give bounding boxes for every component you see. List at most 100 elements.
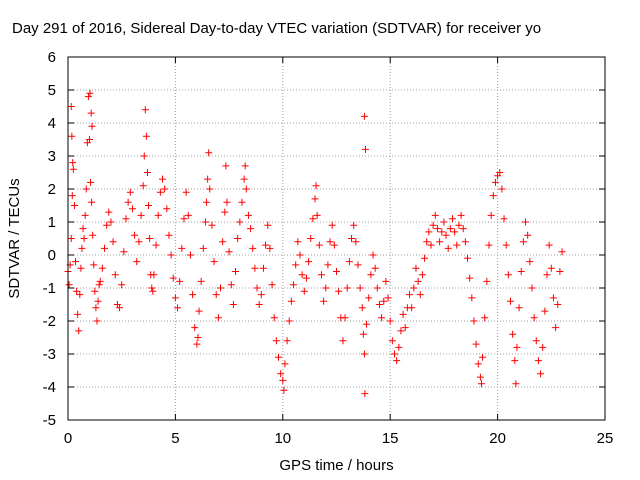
- data-point: [253, 284, 261, 292]
- data-point: [105, 208, 113, 216]
- data-point: [343, 284, 351, 292]
- data-point: [76, 291, 84, 299]
- data-point: [148, 284, 156, 292]
- data-point: [487, 211, 495, 219]
- y-tick-label: 6: [48, 49, 56, 66]
- data-point: [515, 304, 523, 312]
- data-point: [275, 353, 283, 361]
- data-point: [91, 287, 99, 295]
- data-point: [89, 231, 97, 239]
- data-point: [268, 281, 276, 289]
- data-point: [485, 241, 493, 249]
- data-point: [208, 221, 216, 229]
- data-point: [378, 314, 386, 322]
- data-point: [234, 235, 242, 242]
- data-point: [96, 277, 104, 285]
- data-point: [146, 235, 154, 242]
- data-point: [395, 343, 403, 351]
- data-point: [388, 337, 396, 345]
- data-point: [397, 327, 405, 335]
- x-tick-label: 20: [489, 430, 506, 447]
- data-point: [141, 106, 149, 114]
- data-point: [324, 261, 332, 269]
- data-point: [150, 271, 158, 279]
- data-point: [131, 231, 139, 239]
- data-point: [479, 353, 487, 361]
- data-point: [425, 228, 433, 236]
- data-point: [549, 294, 557, 302]
- data-point: [109, 238, 117, 246]
- data-point: [85, 136, 93, 143]
- x-tick-label: 10: [274, 430, 291, 447]
- data-point: [80, 235, 88, 242]
- data-point: [423, 238, 431, 246]
- data-point: [498, 185, 506, 193]
- data-point: [87, 178, 95, 186]
- data-point: [483, 277, 491, 285]
- data-point: [79, 225, 87, 233]
- data-point: [259, 264, 267, 272]
- data-point: [68, 132, 76, 140]
- data-point: [322, 284, 330, 292]
- data-point: [361, 145, 369, 153]
- data-point: [358, 304, 366, 312]
- data-point: [476, 373, 484, 381]
- data-point: [360, 350, 368, 358]
- data-point: [348, 235, 356, 242]
- data-point: [444, 244, 452, 252]
- data-point: [145, 202, 153, 209]
- data-point: [205, 149, 213, 157]
- data-point: [380, 297, 388, 305]
- data-point: [547, 264, 555, 272]
- data-point: [354, 261, 362, 269]
- data-point: [543, 271, 551, 279]
- data-point: [189, 291, 197, 299]
- data-point: [236, 218, 244, 226]
- data-point: [330, 241, 338, 249]
- data-point: [184, 211, 192, 219]
- data-point: [137, 211, 145, 219]
- data-point: [201, 218, 209, 226]
- data-point: [474, 360, 482, 368]
- data-point: [530, 314, 538, 322]
- data-point: [363, 320, 371, 328]
- data-point: [410, 284, 418, 292]
- data-point: [384, 294, 392, 302]
- data-point: [81, 211, 89, 219]
- data-point: [496, 169, 504, 176]
- data-point: [72, 258, 80, 266]
- data-point: [461, 238, 469, 246]
- data-point: [466, 274, 474, 282]
- x-tick-label: 0: [64, 430, 72, 447]
- data-point: [436, 238, 444, 246]
- data-point: [287, 297, 295, 305]
- data-point: [161, 185, 169, 193]
- data-point: [421, 254, 429, 262]
- data-point: [149, 287, 157, 295]
- data-point: [255, 301, 263, 308]
- chart-title: Day 291 of 2016, Sidereal Day-to-day VTE…: [12, 20, 541, 37]
- data-point: [238, 198, 246, 206]
- data-point: [142, 132, 150, 140]
- data-point: [82, 185, 90, 193]
- data-point: [279, 376, 287, 384]
- data-point: [457, 211, 465, 219]
- data-point: [305, 258, 313, 266]
- data-point: [94, 297, 102, 305]
- data-point: [352, 238, 360, 246]
- data-point: [294, 238, 302, 246]
- data-point: [84, 93, 92, 101]
- data-point: [453, 241, 461, 249]
- data-point: [65, 281, 73, 289]
- data-point: [223, 198, 231, 206]
- data-point: [247, 225, 255, 233]
- data-point: [459, 225, 467, 233]
- data-point: [214, 314, 222, 322]
- data-point: [69, 165, 77, 173]
- data-point: [399, 310, 407, 318]
- data-point: [217, 284, 225, 292]
- data-point: [302, 274, 310, 282]
- data-point: [241, 162, 249, 170]
- data-point: [283, 337, 291, 345]
- data-point: [534, 357, 542, 365]
